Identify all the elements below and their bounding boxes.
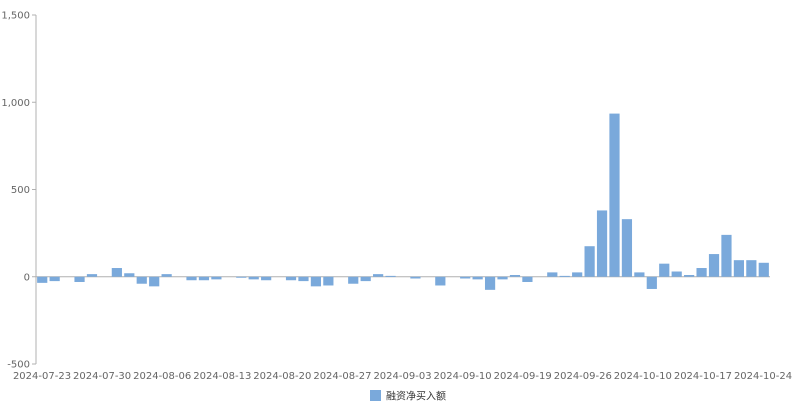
bar bbox=[684, 275, 695, 277]
bar bbox=[659, 263, 670, 277]
legend-swatch bbox=[370, 390, 381, 401]
bar bbox=[111, 268, 122, 277]
bar bbox=[410, 276, 421, 279]
bar bbox=[746, 260, 757, 277]
bar bbox=[696, 268, 707, 277]
x-tick-label: 2024-10-17 bbox=[674, 371, 732, 382]
bar bbox=[236, 276, 247, 278]
legend-label: 融资净买入额 bbox=[386, 390, 446, 403]
bar bbox=[572, 272, 583, 277]
bar bbox=[198, 276, 210, 281]
y-tick-label: 0 bbox=[24, 272, 30, 283]
bar bbox=[721, 234, 732, 277]
x-tick-label: 2024-10-10 bbox=[614, 371, 672, 382]
y-tick-label: -500 bbox=[7, 360, 30, 371]
bar bbox=[547, 272, 558, 277]
x-tick-label: 2024-08-13 bbox=[193, 371, 251, 382]
bar bbox=[621, 219, 633, 277]
x-tick-label: 2024-09-10 bbox=[434, 371, 492, 382]
bar bbox=[609, 113, 620, 277]
bar bbox=[360, 276, 371, 282]
bar bbox=[248, 276, 259, 280]
x-tick-label: 2024-07-23 bbox=[13, 371, 71, 382]
bar bbox=[298, 276, 309, 282]
y-tick-label: 1,000 bbox=[1, 98, 30, 109]
bar bbox=[484, 276, 496, 290]
bar bbox=[136, 276, 147, 284]
bar bbox=[348, 276, 359, 284]
bar bbox=[373, 274, 384, 277]
x-tick-label: 2024-09-03 bbox=[373, 371, 431, 382]
bar bbox=[460, 276, 471, 279]
y-tick-label: 500 bbox=[11, 185, 30, 196]
bar bbox=[758, 262, 769, 277]
bar bbox=[37, 276, 48, 283]
bar bbox=[261, 276, 272, 281]
bar bbox=[385, 275, 396, 277]
x-tick-label: 2024-08-27 bbox=[313, 371, 371, 382]
x-tick-label: 2024-09-26 bbox=[554, 371, 612, 382]
bar bbox=[49, 276, 60, 282]
bar bbox=[310, 276, 322, 287]
bar bbox=[584, 246, 595, 277]
x-tick-label: 2024-08-20 bbox=[253, 371, 311, 382]
bar bbox=[124, 273, 135, 277]
x-tick-label: 2024-08-06 bbox=[133, 371, 191, 382]
bar bbox=[497, 276, 508, 280]
bar bbox=[285, 276, 297, 281]
bar bbox=[646, 276, 657, 289]
bar bbox=[509, 275, 521, 277]
x-tick-label: 2024-07-30 bbox=[73, 371, 131, 382]
x-tick-label: 2024-09-19 bbox=[494, 371, 552, 382]
bar bbox=[74, 276, 85, 282]
bar bbox=[149, 276, 160, 287]
bar bbox=[186, 276, 197, 281]
bar bbox=[86, 274, 98, 277]
bar bbox=[671, 271, 682, 277]
bar bbox=[522, 276, 533, 282]
bar bbox=[596, 210, 608, 277]
bar bbox=[559, 275, 570, 277]
bar bbox=[733, 260, 744, 277]
y-tick-label: 1,500 bbox=[1, 11, 30, 22]
bar bbox=[161, 274, 172, 277]
bar bbox=[634, 272, 645, 277]
bar bbox=[708, 254, 720, 277]
x-tick-label: 2024-10-24 bbox=[734, 371, 792, 382]
bar bbox=[472, 276, 483, 280]
bar bbox=[435, 276, 446, 286]
bar bbox=[323, 276, 334, 286]
bar bbox=[211, 276, 222, 280]
